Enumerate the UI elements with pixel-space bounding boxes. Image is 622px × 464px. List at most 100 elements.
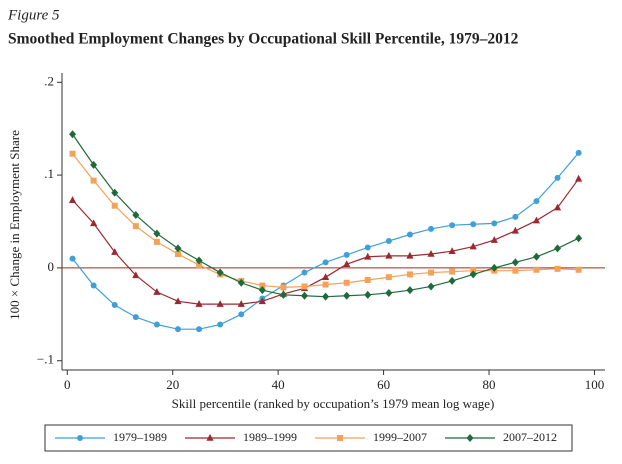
marker (258, 297, 266, 305)
marker (533, 266, 540, 273)
x-tick-label: 60 (377, 377, 390, 392)
marker (511, 258, 519, 267)
marker (195, 256, 203, 265)
marker (427, 249, 435, 257)
marker (132, 211, 140, 220)
marker (343, 291, 351, 300)
marker (132, 314, 139, 321)
legend-label: 1979–1989 (113, 430, 167, 444)
marker (449, 268, 456, 275)
marker (448, 247, 456, 254)
marker (533, 198, 540, 205)
marker (427, 282, 435, 291)
marker (196, 262, 203, 269)
marker (69, 130, 77, 139)
marker (385, 274, 392, 281)
marker (301, 283, 308, 290)
marker (258, 286, 266, 295)
marker (301, 291, 309, 300)
marker (216, 300, 224, 307)
x-tick-label: 100 (585, 377, 605, 392)
x-tick-label: 20 (166, 377, 179, 392)
legend-label: 2007–2012 (503, 430, 557, 444)
marker (153, 229, 161, 238)
marker (532, 216, 541, 224)
legend-marker (337, 435, 343, 441)
marker (238, 311, 245, 318)
marker (385, 237, 392, 244)
legend-box (44, 424, 573, 452)
marker (196, 326, 203, 333)
marker (428, 225, 435, 232)
marker (491, 220, 498, 227)
marker (532, 252, 540, 261)
marker (448, 276, 456, 285)
x-tick-label: 0 (64, 377, 71, 392)
marker (490, 236, 498, 243)
marker (195, 300, 203, 307)
legend-marker (77, 435, 83, 441)
marker (174, 244, 182, 253)
marker (90, 160, 98, 169)
legend-marker (206, 434, 214, 441)
marker (111, 248, 119, 255)
marker (343, 260, 351, 267)
marker (321, 273, 330, 280)
marker (470, 221, 477, 228)
marker (511, 226, 519, 234)
series-line (72, 152, 580, 330)
marker (153, 288, 161, 295)
marker (322, 259, 329, 266)
marker (428, 269, 435, 276)
legend-label: 1989–1999 (243, 430, 297, 444)
marker (554, 265, 561, 272)
marker (575, 266, 582, 273)
marker (343, 279, 350, 286)
marker (90, 282, 97, 289)
chart-title: Smoothed Employment Changes by Occupatio… (8, 31, 519, 48)
marker (554, 244, 562, 253)
marker (301, 269, 308, 276)
marker (364, 276, 371, 283)
marker (217, 321, 224, 328)
marker (69, 255, 76, 262)
marker (575, 234, 583, 243)
marker (174, 297, 182, 305)
y-tick-label: −.1 (37, 352, 54, 367)
marker (69, 150, 76, 157)
series-line (72, 133, 579, 298)
marker (111, 302, 118, 309)
marker (406, 271, 413, 278)
marker (406, 231, 413, 238)
y-tick-label: .2 (44, 73, 54, 88)
marker (449, 222, 456, 229)
marker (406, 251, 414, 259)
marker (575, 174, 583, 182)
marker (343, 251, 350, 258)
legend-label: 1999–2007 (373, 430, 427, 444)
marker (90, 177, 97, 184)
marker (512, 267, 519, 274)
marker (322, 281, 329, 288)
marker (554, 174, 561, 181)
x-tick-label: 40 (272, 377, 285, 392)
marker (553, 203, 562, 211)
marker (469, 242, 477, 250)
marker (512, 213, 519, 220)
marker (174, 250, 181, 257)
y-axis-label: 100 × Change in Employment Share (7, 130, 22, 320)
marker (132, 271, 140, 279)
marker (280, 284, 287, 291)
figure-label: Figure 5 (7, 7, 60, 23)
marker (490, 263, 498, 272)
x-axis-label: Skill percentile (ranked by occupation’s… (172, 396, 495, 411)
marker (364, 244, 371, 251)
legend-marker (466, 434, 474, 442)
marker (364, 252, 372, 260)
marker (469, 270, 477, 279)
marker (216, 268, 224, 277)
marker (111, 188, 119, 197)
marker (153, 321, 160, 328)
x-tick-label: 80 (483, 377, 496, 392)
marker (111, 202, 118, 209)
